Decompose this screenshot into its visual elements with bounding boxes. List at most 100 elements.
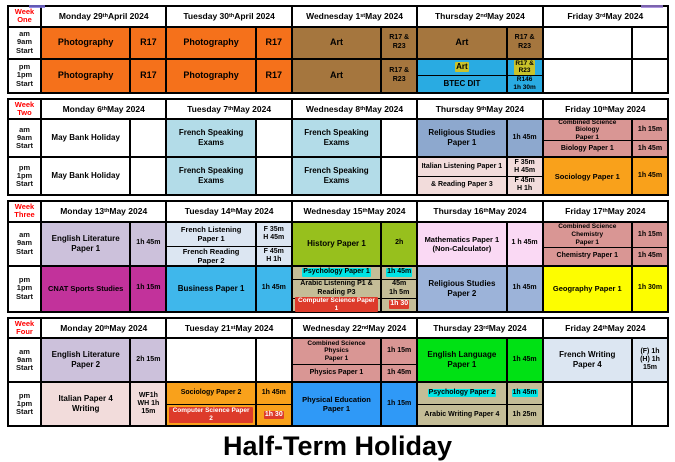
exam-entry: Physical Education Paper 1 1h 15m: [292, 383, 417, 425]
week-label: Week Two: [14, 99, 35, 117]
exam-time-room: 1h 30m: [630, 266, 667, 311]
exam-subject: Arabic Listening P1 & Reading P3: [293, 280, 380, 298]
session-label-am: am 9am Start: [15, 230, 34, 256]
exam-entry: Arabic Writing Paper 4 1h 25m: [418, 403, 542, 425]
day-cell: Physical Education Paper 1 1h 15m: [290, 383, 417, 425]
exam-time-room: R17 & R23: [505, 59, 542, 75]
exam-subject: French Reading Paper 2: [167, 247, 254, 265]
exam-entry: French Writing Paper 4 (F) 1h (H) 1h 15m: [543, 339, 668, 381]
day-header-month-year: May 2024: [365, 11, 403, 22]
exam-entry: Italian Paper 4 Writing WF1h WH 1h 15m: [42, 383, 166, 425]
session-row-pm: pm 1pm Start Photography R17 Photography R17…: [9, 57, 668, 92]
exam-entry: English Literature Paper 1 1h 45m: [42, 222, 166, 265]
exam-entry: Sociology Paper 2 1h 45m: [167, 383, 291, 404]
exam-subject-text: BTEC DIT: [443, 78, 481, 88]
exam-subject: French Listening Paper 1: [167, 223, 254, 247]
day-header-month-year: May 2024: [487, 11, 525, 22]
exam-entry: Arabic Listening P1 & Reading P3 45m 1h 5…: [292, 278, 417, 298]
day-header-date: Thursday 2: [434, 11, 481, 22]
day-cell: French Speaking Exams: [165, 158, 291, 194]
exam-entry: Art R17 & R23: [292, 59, 417, 92]
day-header-month-year: May 2024: [367, 206, 406, 217]
exam-time-room: 2h: [380, 222, 416, 265]
exam-subject-text: French Speaking Exams: [304, 166, 369, 185]
day-header-date: Tuesday 21: [184, 322, 231, 333]
day-cell: Psychology Paper 2 1h 45m Arabic Writing P…: [416, 383, 542, 425]
exam-time-room-text: R17 & R23: [514, 59, 535, 75]
day-header-date: Tuesday 30: [183, 11, 230, 22]
exam-subject: Photography: [167, 60, 254, 92]
day-cell: Religious Studies Paper 2 1h 45m: [416, 266, 542, 311]
exam-time-room-text: R17 & R23: [389, 67, 410, 83]
exam-time-room-text: 1h 45m: [511, 389, 538, 398]
exam-time-room: F 45m H 1h: [254, 247, 291, 265]
day-header-date: Wednesday 22: [302, 322, 362, 333]
exam-time-room: [630, 383, 667, 425]
day-header-month-year: May 2024: [488, 206, 527, 217]
exam-entry: Art R17 & R23: [418, 59, 542, 75]
exam-time-room-text: 1 h 45m: [511, 239, 538, 247]
exam-subject-text: French Speaking Exams: [178, 128, 244, 147]
exam-time-room-text: R17: [265, 70, 283, 81]
exam-time-room: [129, 158, 165, 194]
day-cell: [541, 383, 668, 425]
exam-subject: Photography: [167, 28, 254, 58]
exam-subject-text: & Reading Paper 3: [430, 181, 493, 189]
exam-time-room: 1h 45m: [630, 158, 667, 194]
day-cell: Combined Science Physics Paper 1 1h 15m Ph…: [290, 339, 417, 381]
exam-time-room-text: 2h 15m: [136, 355, 161, 363]
exam-time-room-text: 1h 45m: [512, 133, 537, 141]
exam-entry: Sociology Paper 1 1h 45m: [543, 158, 668, 194]
exam-time-room: 1h 15m: [630, 222, 667, 248]
exam-subject: [544, 60, 631, 92]
exam-subject: English Literature Paper 2: [42, 339, 129, 381]
exam-time-room: 1h 45m: [505, 383, 542, 404]
exam-time-room: 45m 1h 5m: [380, 279, 416, 298]
session-row-am: am 9am Start Photography R17 Photography R17…: [9, 25, 668, 58]
exam-entry: [543, 59, 668, 92]
exam-entry: BTEC DIT R146 1h 30m: [418, 75, 542, 92]
exam-time-room-text: 1h 45m: [261, 284, 286, 292]
exam-time-room: 1h 45m: [630, 248, 667, 265]
session-label-pm: pm 1pm Start: [15, 390, 34, 417]
day-header-month-year: April 2024: [234, 11, 275, 22]
exam-entry: French Speaking Exams: [292, 158, 417, 194]
exam-time-room-text: 1h 45m: [637, 252, 663, 260]
exam-subject: Sociology Paper 2: [167, 383, 254, 404]
exam-subject-text: Computer Science Paper 1: [294, 296, 379, 313]
exam-entry: Religious Studies Paper 2 1h 45m: [418, 266, 542, 311]
day-cell: Combined Science Biology Paper 1 1h 15m Bi…: [541, 119, 668, 156]
exam-subject: Physics Paper 1: [293, 365, 380, 381]
exam-time-room: 1h 25m: [505, 404, 542, 425]
exam-subject-text: Psychology Paper 2: [427, 389, 497, 398]
exam-time-room: 1h 30: [254, 404, 291, 425]
session-row-am: am 9am Start English Literature Paper 2 2h…: [9, 337, 668, 381]
exam-time-room: 1h 15m: [630, 120, 667, 141]
exam-subject: [544, 28, 631, 58]
exam-subject: Business Paper 1: [167, 267, 254, 311]
session-row-am: am 9am Start English Literature Paper 1 1h…: [9, 220, 668, 265]
exam-entry: [543, 383, 668, 425]
day-cell: Art R17 & R23: [290, 27, 417, 58]
exam-entry: Mathematics Paper 1 (Non-Calculator) 1 h …: [418, 222, 542, 265]
exam-subject-text: French Listening Paper 1: [180, 225, 242, 244]
exam-time-room: F 45m H 1h: [505, 176, 542, 194]
day-header-month-year: May 2024: [109, 206, 148, 217]
exam-subject-text: Arabic Writing Paper 4: [424, 410, 500, 418]
exam-subject: Computer Science Paper 2: [167, 405, 254, 426]
day-cell: English Language Paper 1 1h 45m: [416, 339, 542, 381]
exam-time-room-text: F 45m H 1h: [263, 247, 284, 263]
day-header-date: Wednesday 15: [303, 206, 363, 217]
day-header-date: Friday 24: [565, 322, 603, 333]
exam-subject: May Bank Holiday: [42, 158, 129, 194]
exam-subject-text: CNAT Sports Studies: [48, 284, 124, 293]
session-row-pm: pm 1pm Start Italian Paper 4 Writing WF1h …: [9, 381, 668, 426]
